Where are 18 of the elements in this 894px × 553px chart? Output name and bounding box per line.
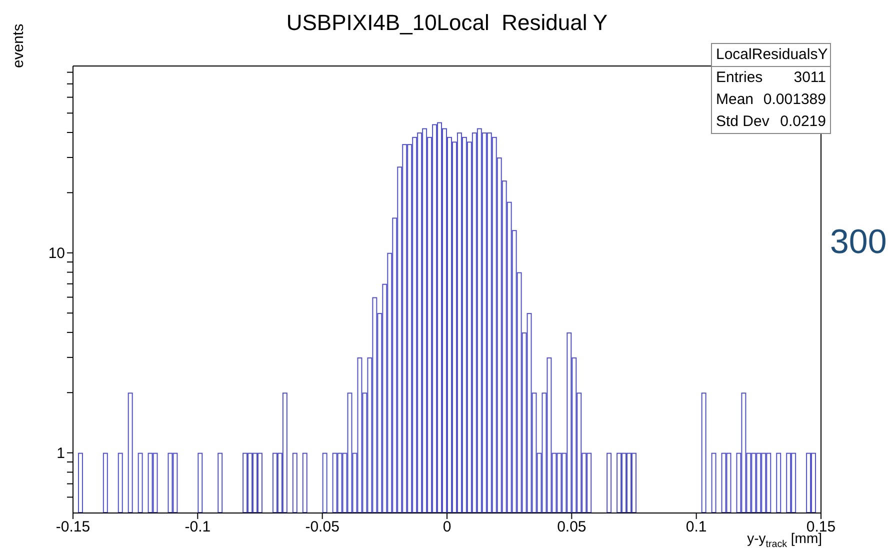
x-tick-label: -0.05 — [305, 518, 340, 536]
chart-title: USBPIXI4B_10Local Residual Y — [286, 10, 608, 35]
x-tick-label: 0.1 — [686, 518, 707, 536]
x-tick-label: -0.15 — [56, 518, 90, 536]
x-tick-label: 0 — [442, 518, 452, 536]
y-tick-label: 10 — [48, 245, 65, 262]
x-tick-label: -0.1 — [184, 518, 211, 536]
annotation: 0.001389 — [763, 90, 826, 110]
annotation: Std Dev — [716, 112, 770, 132]
text: LocalResidualsY — [712, 44, 830, 67]
annotation: Entries — [716, 68, 763, 88]
annotation: Mean — [716, 90, 754, 110]
text: 300 — [830, 223, 887, 262]
y-axis-title: events — [10, 24, 27, 68]
annotation: 3011 — [794, 68, 826, 88]
x-tick-label: 0.05 — [557, 518, 586, 536]
annotation: 0.0219 — [780, 112, 826, 132]
y-tick-label: 1 — [56, 445, 65, 462]
